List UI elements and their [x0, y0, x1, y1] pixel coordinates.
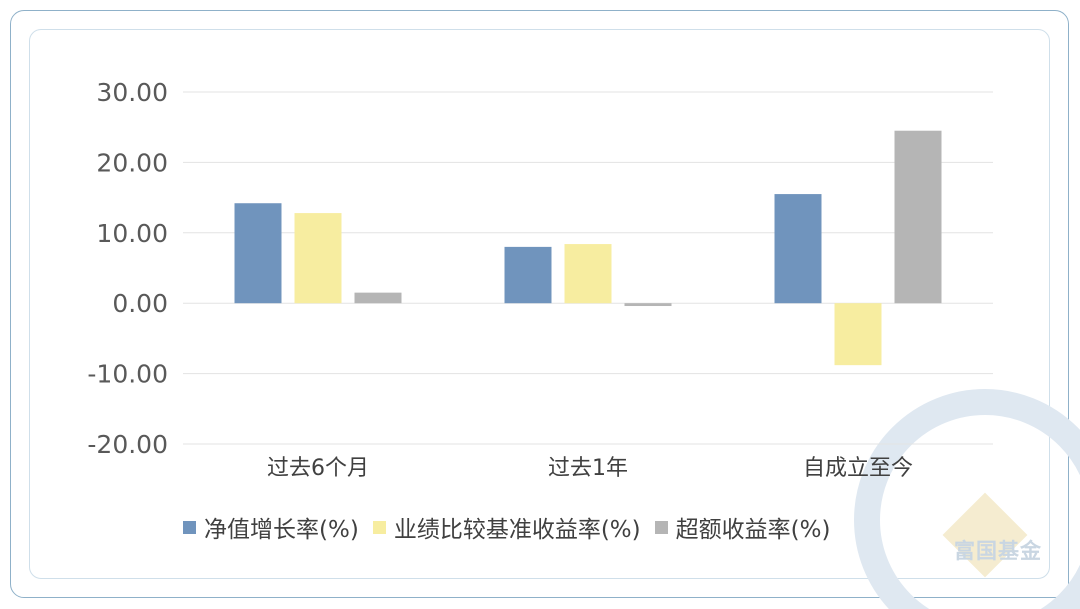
y-tick-label: 30.00: [96, 78, 168, 107]
legend-item-series1: 净值增长率(%): [183, 510, 359, 544]
bar-series2-cat3: [834, 303, 882, 366]
legend-item-series3: 超额收益率(%): [654, 510, 831, 544]
bar-series3-cat3: [894, 130, 942, 304]
y-tick-label: 0.00: [112, 289, 168, 318]
legend-swatch-series1: [183, 520, 196, 534]
y-axis-ticks: 30.00 20.00 10.00 0.00 -10.00 -20.00: [87, 78, 168, 459]
inner-frame: [29, 29, 1050, 579]
bar-series3-cat2: [624, 303, 672, 307]
legend-swatch-series2: [372, 520, 386, 534]
category-label: 自成立至今: [803, 456, 913, 481]
legend-label-series3: 超额收益率(%): [675, 517, 831, 543]
category-labels: 过去6个月 过去1年 自成立至今: [267, 456, 913, 481]
legend-item-series2: 业绩比较基准收益率(%): [372, 510, 641, 544]
bar-series2-cat2: [564, 244, 612, 304]
legend-label-series1: 净值增长率(%): [204, 517, 359, 543]
bar-series1-cat1: [234, 203, 282, 304]
outer-frame: [10, 10, 1069, 598]
bar-series1-cat3: [774, 194, 822, 304]
y-tick-label: 20.00: [96, 148, 168, 177]
category-label: 过去6个月: [267, 456, 369, 481]
bar-series3-cat1: [354, 292, 402, 304]
y-tick-label: -20.00: [87, 430, 168, 459]
bar-series2-cat1: [294, 213, 342, 304]
category-label: 过去1年: [548, 456, 628, 481]
watermark-text: 富国基金: [954, 539, 1042, 563]
watermark-logo-ring: [854, 389, 1080, 609]
bar-series1-cat2: [504, 246, 552, 304]
watermark-logo: [854, 389, 1080, 609]
bars: [234, 130, 942, 366]
legend-label-series2: 业绩比较基准收益率(%): [393, 517, 641, 543]
watermark-logo-diamond: [942, 492, 1028, 578]
y-tick-label: 10.00: [96, 219, 168, 248]
y-tick-label: -10.00: [87, 360, 168, 389]
legend-swatch-series3: [654, 520, 668, 534]
legend: 净值增长率(%) 业绩比较基准收益率(%) 超额收益率(%): [183, 510, 844, 544]
